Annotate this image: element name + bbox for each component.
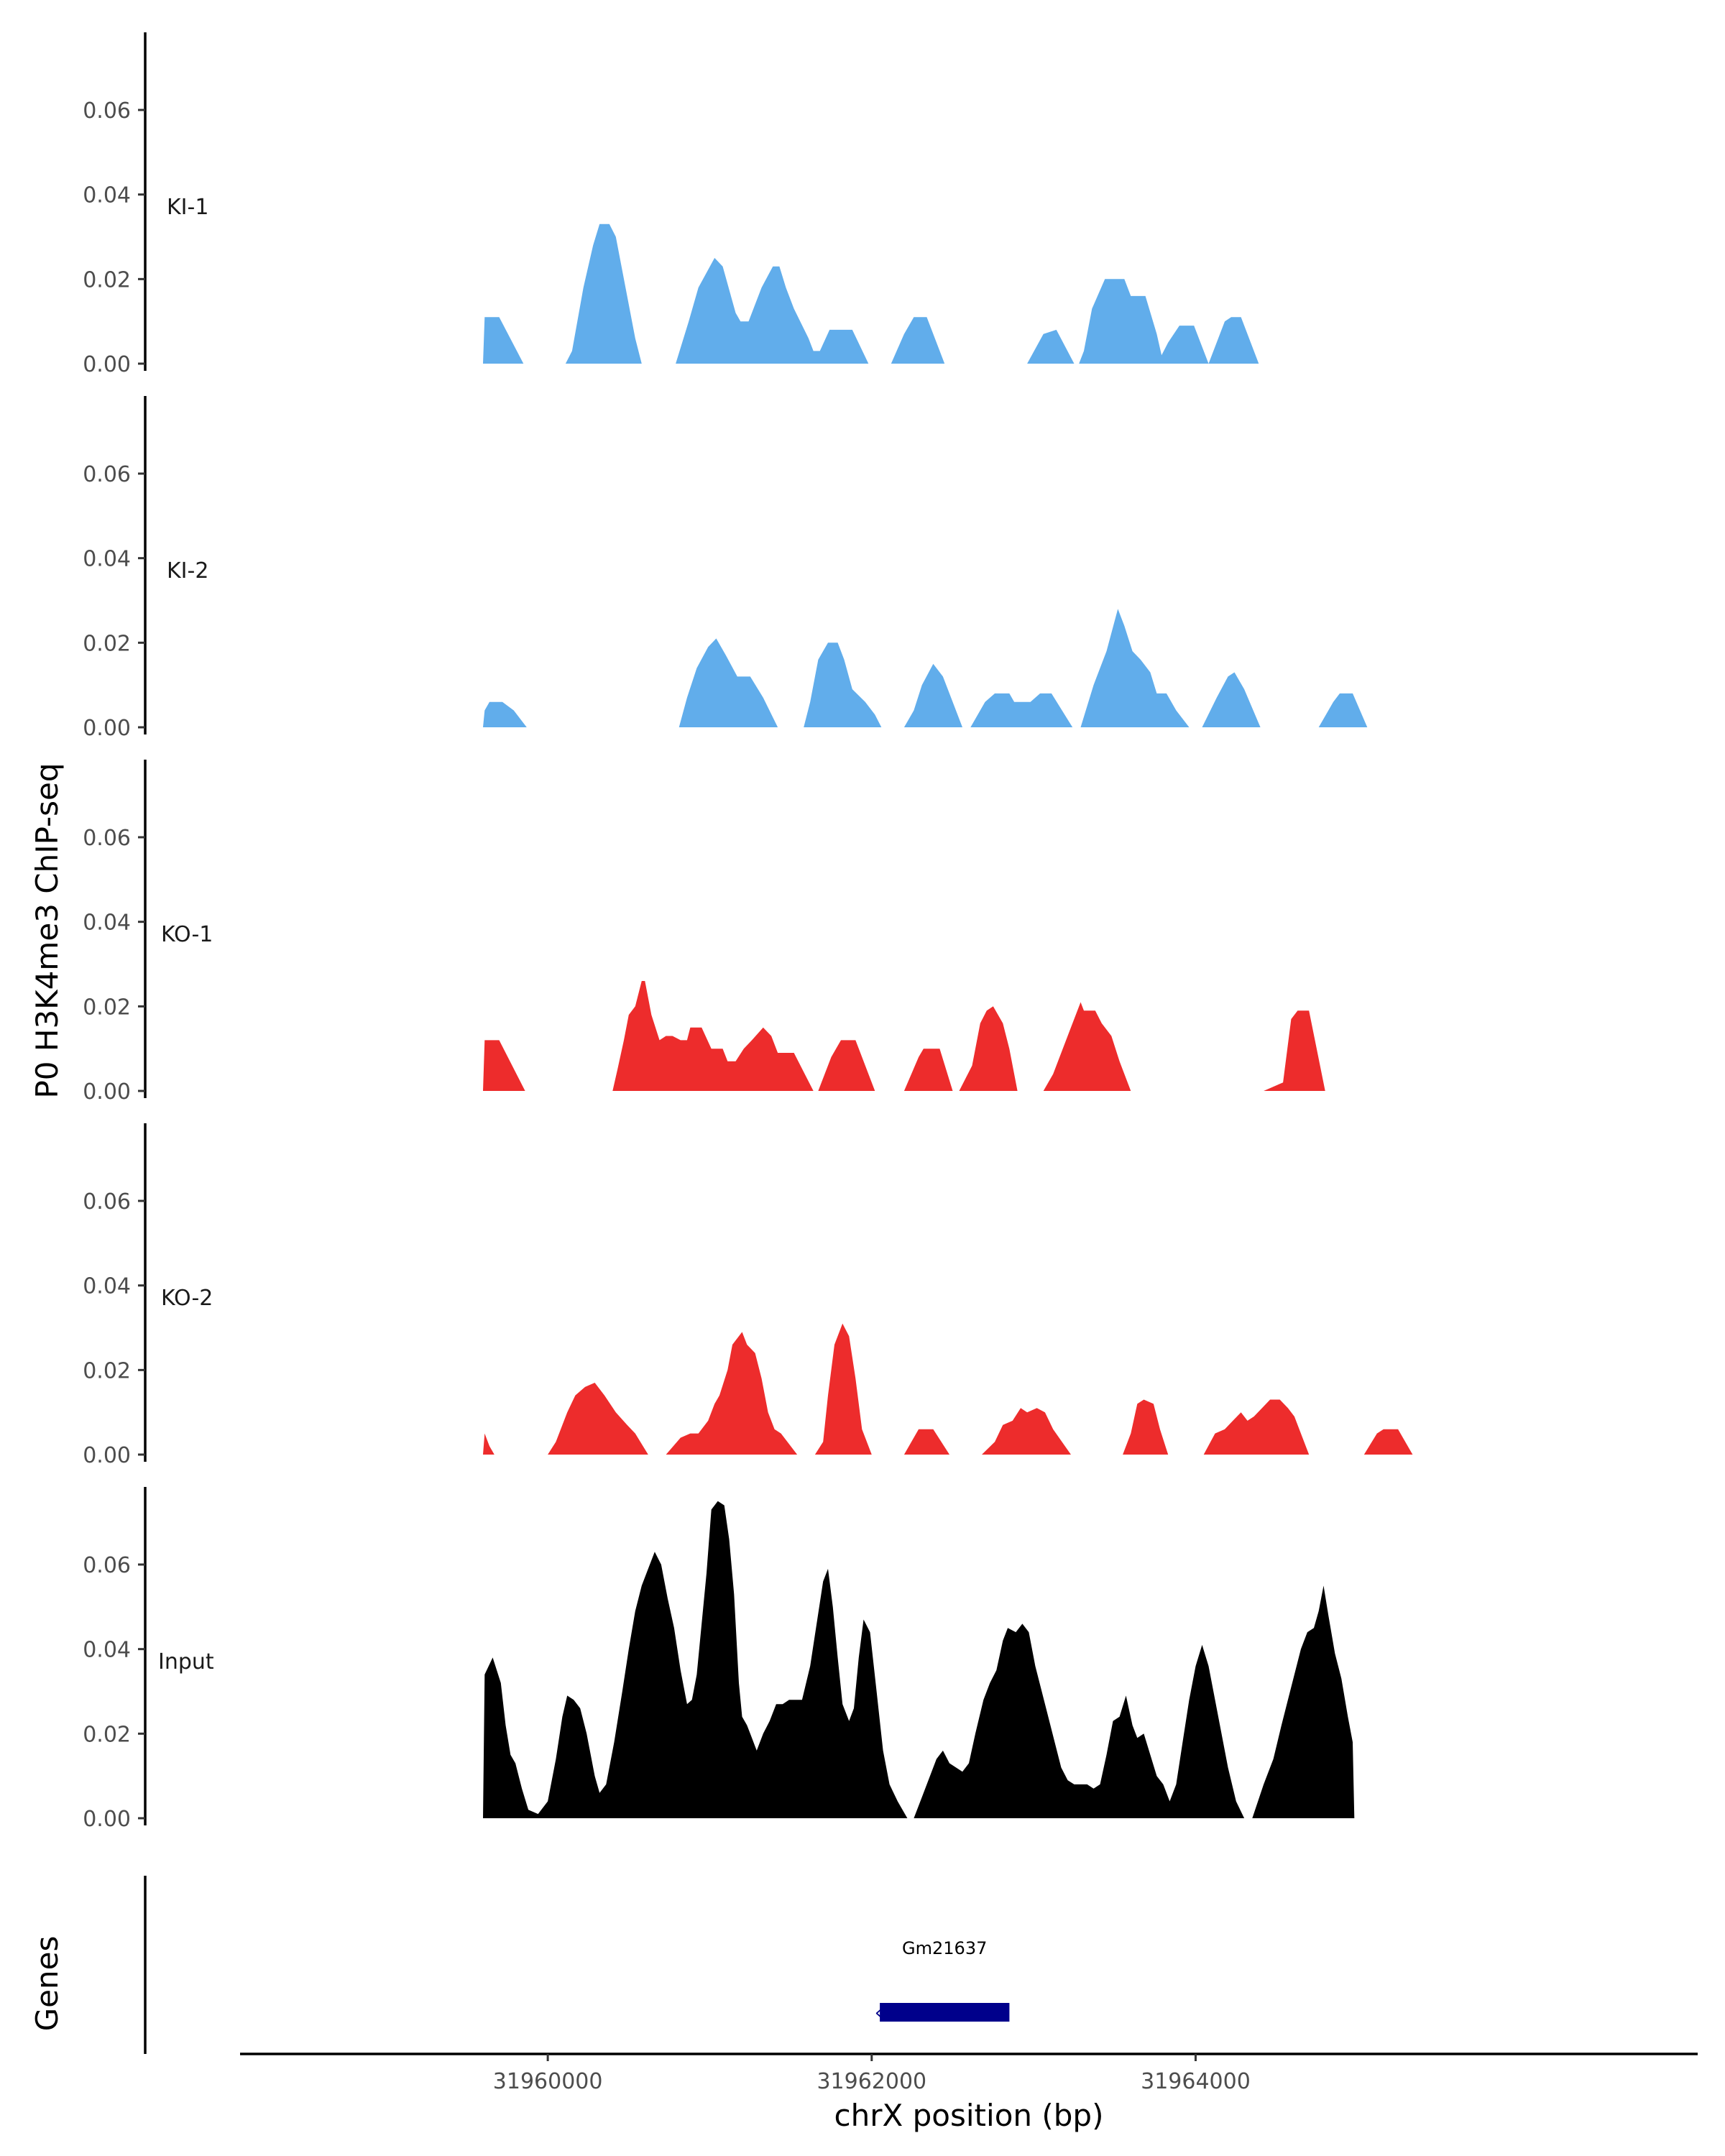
tracks-group: 0.00 0.02 0.04 0.06 KI-1 0.00 0.02 0.04 0.06 KI-2… [83, 32, 1413, 1832]
track-ko-1-y-tick-label: 0.06 [83, 826, 131, 851]
track-ki-2-signal-area [804, 642, 882, 727]
x-axis: 31960000 31962000 31964000 chrX position (… [240, 2053, 1698, 2133]
track-input: 0.00 0.02 0.04 0.06 Input [83, 1487, 1355, 1832]
y-axis-title: P0 H3K4me3 ChIP-seq [29, 763, 65, 1098]
track-ki-1-signal-area [1027, 329, 1075, 364]
x-tick-label: 31964000 [1141, 2069, 1251, 2094]
track-ki-1-label: KI-1 [167, 195, 208, 220]
track-ki-2-signal-area [1318, 693, 1368, 727]
track-ko-2-signal-area [814, 1323, 872, 1455]
track-ki-2-label: KI-2 [167, 558, 208, 584]
track-ko-2-y-tick-label: 0.00 [83, 1443, 131, 1468]
track-ko-1-y-tick-label: 0.02 [83, 995, 131, 1020]
track-ki-1-y-tick-label: 0.02 [83, 267, 131, 292]
track-input-y-tick-label: 0.02 [83, 1722, 131, 1747]
track-ko-2-y-tick-label: 0.02 [83, 1358, 131, 1383]
track-ki-2-y-tick-label: 0.06 [83, 462, 131, 487]
track-ki-2-signal-area [678, 638, 778, 727]
track-ko-2-y-tick-label: 0.04 [83, 1274, 131, 1299]
track-ko-2-signal-area [1123, 1399, 1169, 1455]
track-ki-1-y-tick-label: 0.04 [83, 183, 131, 208]
track-ki-1-signal-area [891, 317, 945, 364]
track-ki-1-signal-area [565, 224, 642, 364]
gene-body [880, 2003, 1010, 2022]
track-ki-1-signal-area [676, 257, 869, 364]
track-ki-1-y-tick-label: 0.00 [83, 352, 131, 377]
track-ki-2-signal-area [903, 663, 962, 727]
track-ki-1: 0.00 0.02 0.04 0.06 KI-1 [83, 32, 1259, 377]
track-ko-2-signal-area [1363, 1429, 1413, 1455]
x-tick-label: 31962000 [816, 2069, 926, 2094]
track-ki-2-signal-area [1202, 672, 1261, 727]
track-ko-2-y-tick-label: 0.06 [83, 1189, 131, 1215]
track-ko-2: 0.00 0.02 0.04 0.06 KO-2 [83, 1123, 1413, 1468]
track-ki-1-signal-area [483, 317, 524, 364]
x-ticks-group: 31960000 31962000 31964000 [493, 2054, 1251, 2094]
track-ko-2-signal-area [483, 1433, 494, 1455]
track-ko-2-signal-area [666, 1332, 798, 1455]
track-ki-1-signal-area [1079, 279, 1209, 364]
gene-label: Gm21637 [902, 1938, 987, 1958]
genes-axis-title: Genes [29, 1936, 65, 2032]
track-ki-1-y-tick-label: 0.06 [83, 98, 131, 124]
track-input-signal-area [1252, 1585, 1355, 1818]
track-ko-1-signal-area [1264, 1010, 1325, 1091]
track-ko-1-signal-area [612, 981, 814, 1091]
track-ko-2-signal-area [903, 1429, 949, 1455]
track-ki-2-signal-area [1080, 609, 1190, 727]
track-ko-2-signal-area [548, 1383, 648, 1455]
track-ko-1-label: KO-1 [161, 922, 213, 947]
track-ko-2-signal-area [1203, 1399, 1310, 1455]
track-ko-1-y-tick-label: 0.04 [83, 911, 131, 936]
track-ko-1-signal-area [483, 1040, 525, 1091]
x-tick-label: 31960000 [493, 2069, 603, 2094]
track-ko-1-signal-area [818, 1040, 875, 1091]
track-input-signal-area [483, 1501, 908, 1818]
track-ko-1-signal-area [903, 1049, 953, 1091]
track-ki-2: 0.00 0.02 0.04 0.06 KI-2 [83, 396, 1368, 741]
track-input-signal-area [914, 1623, 1245, 1818]
track-ko-1-signal-area [959, 1006, 1018, 1091]
genes-panel: Genes Gm21637 ‹ [29, 1876, 1010, 2054]
track-ki-2-signal-area [970, 693, 1073, 727]
track-ko-2-label: KO-2 [161, 1286, 213, 1311]
gene-strand-arrow: ‹ [875, 2002, 882, 2024]
track-input-y-tick-label: 0.04 [83, 1638, 131, 1663]
track-ki-2-signal-area [483, 701, 527, 727]
track-ko-1: 0.00 0.02 0.04 0.06 KO-1 [83, 760, 1325, 1105]
track-ko-2-signal-area [982, 1408, 1071, 1455]
track-input-y-tick-label: 0.06 [83, 1553, 131, 1578]
track-ki-1-signal-area [1208, 317, 1259, 364]
track-input-label: Input [158, 1649, 214, 1674]
track-ki-2-y-tick-label: 0.04 [83, 547, 131, 572]
x-axis-title: chrX position (bp) [834, 2098, 1104, 2133]
track-ki-2-y-tick-label: 0.02 [83, 631, 131, 656]
track-ko-1-signal-area [1043, 1002, 1131, 1091]
track-input-y-tick-label: 0.00 [83, 1807, 131, 1832]
track-ko-1-y-tick-label: 0.00 [83, 1079, 131, 1105]
track-ki-2-y-tick-label: 0.00 [83, 716, 131, 741]
